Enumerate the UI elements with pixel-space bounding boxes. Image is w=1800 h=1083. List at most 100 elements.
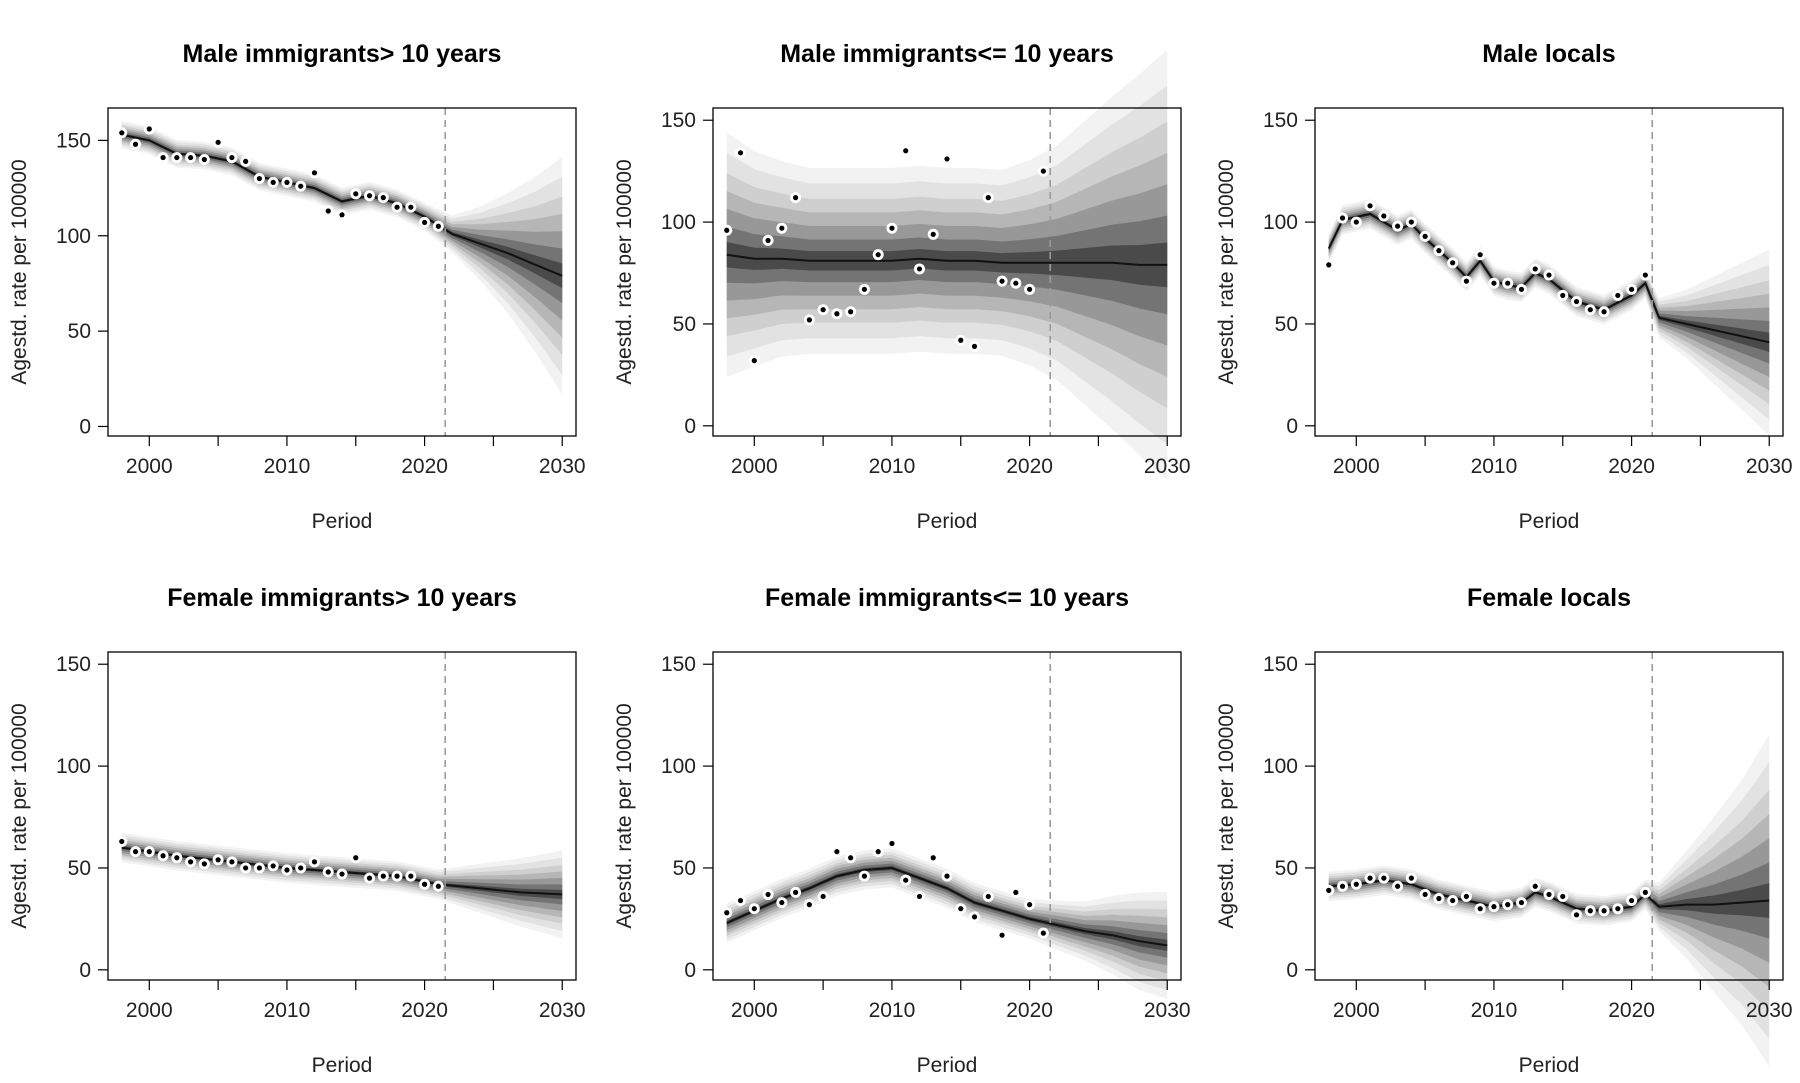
observed-point — [1642, 272, 1648, 278]
observed-point — [270, 863, 276, 869]
observed-point — [215, 857, 221, 863]
observed-point — [174, 154, 180, 161]
observed-point — [215, 139, 221, 145]
x-tick-label: 2010 — [869, 455, 916, 478]
plot-frame — [712, 107, 1182, 437]
observed-point — [1394, 223, 1401, 229]
observed-point — [243, 865, 249, 871]
observed-point — [751, 358, 757, 364]
observed-point — [1339, 215, 1346, 221]
chart-panel: Male immigrants<= 10 years 2000 2010 2020 20… — [613, 40, 1191, 533]
x-tick-label: 2010 — [869, 999, 916, 1022]
observed-point — [421, 219, 428, 226]
observed-point — [848, 855, 854, 861]
x-tick-label: 2030 — [1144, 999, 1191, 1022]
observed-point — [1628, 286, 1635, 292]
observed-point — [944, 873, 950, 879]
observed-point — [889, 840, 895, 847]
observed-point — [380, 873, 386, 879]
observed-point — [132, 849, 139, 855]
x-axis-label: Period — [1519, 510, 1580, 533]
observed-point — [916, 266, 923, 272]
observed-point — [1450, 897, 1456, 904]
observed-point — [903, 877, 909, 883]
plot-frame — [107, 651, 577, 981]
observed-point — [408, 873, 414, 879]
x-tick-label: 2020 — [1608, 455, 1655, 478]
y-axis-label: Agestd. rate per 100000 — [1215, 159, 1238, 384]
observed-point — [146, 849, 152, 855]
observed-point — [243, 158, 249, 164]
x-axis-label: Period — [917, 510, 978, 533]
observed-point — [1505, 902, 1511, 908]
observed-point — [353, 855, 359, 861]
x-tick-label: 2020 — [1608, 999, 1655, 1022]
observed-point — [1013, 280, 1019, 286]
panel-title: Female locals — [1467, 584, 1631, 612]
y-tick-label: 0 — [79, 959, 91, 982]
y-tick-label: 50 — [68, 857, 91, 880]
panel-title: Male locals — [1482, 40, 1615, 68]
x-tick-label: 2000 — [731, 999, 778, 1022]
x-tick-label: 2030 — [1144, 455, 1191, 478]
panel-title: Female immigrants<= 10 years — [765, 584, 1129, 612]
y-tick-label: 150 — [56, 129, 91, 152]
y-axis-label: Agestd. rate per 100000 — [613, 159, 636, 384]
observed-point — [435, 223, 441, 229]
observed-point — [1026, 902, 1033, 908]
observed-point — [779, 225, 785, 231]
observed-point — [132, 141, 139, 147]
observed-point — [751, 906, 757, 912]
observed-point — [353, 191, 359, 197]
observed-point — [1587, 908, 1593, 914]
panel-title: Male immigrants<= 10 years — [780, 40, 1114, 68]
x-tick-label: 2020 — [401, 455, 448, 478]
observed-point — [1353, 219, 1359, 225]
observed-point — [435, 883, 441, 889]
observed-point — [394, 204, 400, 210]
observed-point — [971, 914, 978, 920]
y-tick-label: 50 — [673, 857, 696, 880]
observed-point — [187, 859, 194, 865]
x-tick-label: 2020 — [1006, 455, 1053, 478]
observed-point — [1422, 891, 1428, 898]
x-axis-label: Period — [312, 1054, 373, 1077]
observed-point — [930, 855, 936, 861]
observed-point — [1505, 280, 1511, 286]
x-tick-label: 2000 — [126, 455, 173, 478]
observed-point — [779, 899, 785, 906]
x-axis-label: Period — [312, 510, 373, 533]
x-tick-label: 2000 — [126, 999, 173, 1022]
y-tick-label: 50 — [1275, 857, 1298, 880]
observed-point — [889, 225, 895, 231]
x-tick-label: 2020 — [401, 999, 448, 1022]
observed-point — [119, 130, 125, 136]
observed-point — [256, 175, 263, 182]
observed-point — [958, 337, 964, 343]
observed-point — [1326, 262, 1332, 268]
observed-point — [119, 838, 125, 845]
observed-point — [1518, 286, 1525, 292]
observed-point — [339, 212, 345, 218]
observed-point — [298, 183, 304, 189]
y-tick-label: 0 — [1286, 415, 1298, 438]
x-axis-label: Period — [1519, 1054, 1580, 1077]
observed-point — [1040, 168, 1046, 174]
observed-point — [1381, 875, 1387, 881]
observed-point — [1477, 252, 1483, 258]
observed-point — [724, 910, 730, 916]
observed-point — [187, 154, 194, 161]
observed-point — [903, 148, 909, 154]
y-tick-label: 150 — [661, 109, 696, 132]
observed-point — [1040, 930, 1046, 936]
observed-point — [380, 195, 386, 201]
x-tick-label: 2000 — [731, 455, 778, 478]
y-tick-label: 0 — [684, 959, 696, 982]
observed-point — [1642, 889, 1648, 895]
observed-point — [229, 154, 235, 161]
observed-point — [1532, 266, 1538, 272]
observed-point — [792, 889, 799, 895]
fan-band — [1328, 838, 1770, 963]
observed-point — [765, 237, 771, 244]
